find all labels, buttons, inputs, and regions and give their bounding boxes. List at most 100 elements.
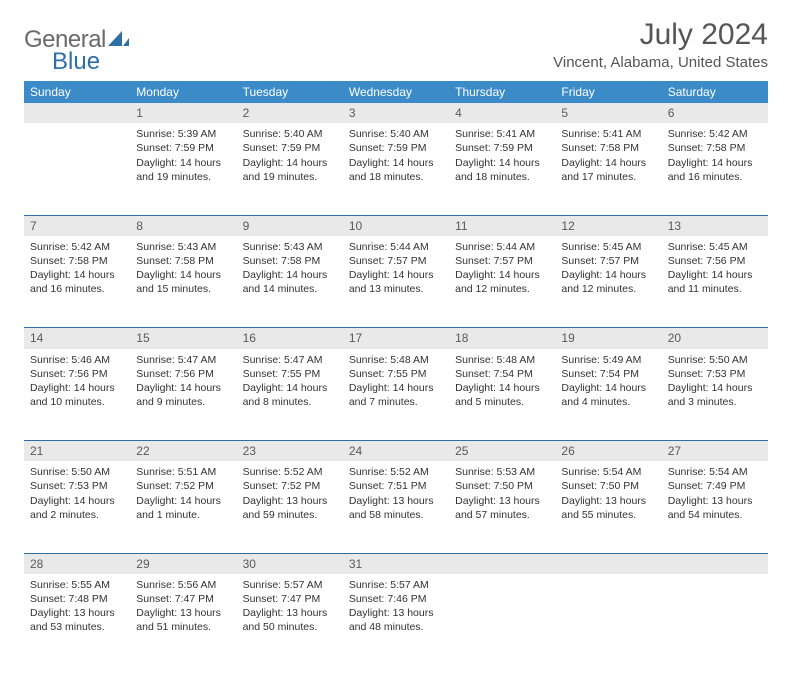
daylight-text: Daylight: 13 hours and 53 minutes.	[30, 606, 124, 634]
sunset-text: Sunset: 7:59 PM	[136, 141, 230, 155]
day-number: 6	[662, 103, 768, 123]
day-number	[24, 103, 130, 123]
sunrise-text: Sunrise: 5:43 AM	[243, 240, 337, 254]
day-cell: Sunrise: 5:48 AMSunset: 7:55 PMDaylight:…	[343, 349, 449, 441]
day-number: 15	[130, 328, 236, 349]
daylight-text: Daylight: 14 hours and 12 minutes.	[455, 268, 549, 296]
sunrise-text: Sunrise: 5:39 AM	[136, 127, 230, 141]
day-cell: Sunrise: 5:57 AMSunset: 7:46 PMDaylight:…	[343, 574, 449, 666]
calendar-table: Sunday Monday Tuesday Wednesday Thursday…	[24, 81, 768, 666]
weekday-header: Sunday	[24, 81, 130, 103]
sunset-text: Sunset: 7:55 PM	[349, 367, 443, 381]
daylight-text: Daylight: 14 hours and 16 minutes.	[668, 156, 762, 184]
sunset-text: Sunset: 7:59 PM	[243, 141, 337, 155]
day-cell: Sunrise: 5:54 AMSunset: 7:49 PMDaylight:…	[662, 461, 768, 553]
day-cell: Sunrise: 5:40 AMSunset: 7:59 PMDaylight:…	[343, 123, 449, 215]
daylight-text: Daylight: 14 hours and 16 minutes.	[30, 268, 124, 296]
day-cell: Sunrise: 5:42 AMSunset: 7:58 PMDaylight:…	[662, 123, 768, 215]
weekday-header: Monday	[130, 81, 236, 103]
day-cell	[449, 574, 555, 666]
day-number: 26	[555, 441, 661, 462]
day-number: 22	[130, 441, 236, 462]
location: Vincent, Alabama, United States	[553, 54, 768, 71]
day-number: 16	[237, 328, 343, 349]
sunrise-text: Sunrise: 5:46 AM	[30, 353, 124, 367]
day-cell: Sunrise: 5:57 AMSunset: 7:47 PMDaylight:…	[237, 574, 343, 666]
sunset-text: Sunset: 7:53 PM	[30, 479, 124, 493]
sunset-text: Sunset: 7:50 PM	[561, 479, 655, 493]
day-cell	[555, 574, 661, 666]
daylight-text: Daylight: 13 hours and 54 minutes.	[668, 494, 762, 522]
header: General General Blue July 2024 Vincent, …	[24, 18, 768, 71]
day-number: 1	[130, 103, 236, 123]
daylight-text: Daylight: 14 hours and 19 minutes.	[136, 156, 230, 184]
day-number: 3	[343, 103, 449, 123]
sunrise-text: Sunrise: 5:54 AM	[561, 465, 655, 479]
sunrise-text: Sunrise: 5:47 AM	[136, 353, 230, 367]
daylight-text: Daylight: 13 hours and 50 minutes.	[243, 606, 337, 634]
sunset-text: Sunset: 7:52 PM	[136, 479, 230, 493]
sunrise-text: Sunrise: 5:50 AM	[668, 353, 762, 367]
day-number: 12	[555, 215, 661, 236]
sunset-text: Sunset: 7:46 PM	[349, 592, 443, 606]
day-number-row: 78910111213	[24, 215, 768, 236]
sunset-text: Sunset: 7:51 PM	[349, 479, 443, 493]
daylight-text: Daylight: 14 hours and 2 minutes.	[30, 494, 124, 522]
logo-text-blue: Blue	[52, 48, 132, 76]
day-cell: Sunrise: 5:40 AMSunset: 7:59 PMDaylight:…	[237, 123, 343, 215]
day-cell: Sunrise: 5:53 AMSunset: 7:50 PMDaylight:…	[449, 461, 555, 553]
month-title: July 2024	[553, 18, 768, 52]
weekday-header-row: Sunday Monday Tuesday Wednesday Thursday…	[24, 81, 768, 103]
day-number: 9	[237, 215, 343, 236]
sunset-text: Sunset: 7:49 PM	[668, 479, 762, 493]
sunset-text: Sunset: 7:58 PM	[668, 141, 762, 155]
day-number: 20	[662, 328, 768, 349]
day-number: 4	[449, 103, 555, 123]
day-number: 19	[555, 328, 661, 349]
daylight-text: Daylight: 14 hours and 11 minutes.	[668, 268, 762, 296]
daylight-text: Daylight: 14 hours and 10 minutes.	[30, 381, 124, 409]
day-cell: Sunrise: 5:50 AMSunset: 7:53 PMDaylight:…	[662, 349, 768, 441]
day-cell: Sunrise: 5:47 AMSunset: 7:55 PMDaylight:…	[237, 349, 343, 441]
sunset-text: Sunset: 7:58 PM	[561, 141, 655, 155]
daylight-text: Daylight: 14 hours and 3 minutes.	[668, 381, 762, 409]
sunset-text: Sunset: 7:56 PM	[136, 367, 230, 381]
daylight-text: Daylight: 14 hours and 1 minute.	[136, 494, 230, 522]
day-number: 21	[24, 441, 130, 462]
sunset-text: Sunset: 7:52 PM	[243, 479, 337, 493]
daylight-text: Daylight: 13 hours and 57 minutes.	[455, 494, 549, 522]
day-number	[662, 553, 768, 574]
daylight-text: Daylight: 14 hours and 8 minutes.	[243, 381, 337, 409]
daylight-text: Daylight: 14 hours and 7 minutes.	[349, 381, 443, 409]
day-content-row: Sunrise: 5:42 AMSunset: 7:58 PMDaylight:…	[24, 236, 768, 328]
sunset-text: Sunset: 7:57 PM	[349, 254, 443, 268]
daylight-text: Daylight: 14 hours and 17 minutes.	[561, 156, 655, 184]
sunrise-text: Sunrise: 5:45 AM	[668, 240, 762, 254]
sunset-text: Sunset: 7:56 PM	[668, 254, 762, 268]
daylight-text: Daylight: 14 hours and 12 minutes.	[561, 268, 655, 296]
logo-sail-icon-2	[106, 29, 132, 52]
sunrise-text: Sunrise: 5:40 AM	[243, 127, 337, 141]
day-cell: Sunrise: 5:39 AMSunset: 7:59 PMDaylight:…	[130, 123, 236, 215]
sunrise-text: Sunrise: 5:40 AM	[349, 127, 443, 141]
sunset-text: Sunset: 7:47 PM	[136, 592, 230, 606]
day-number: 25	[449, 441, 555, 462]
sunset-text: Sunset: 7:59 PM	[349, 141, 443, 155]
day-cell: Sunrise: 5:47 AMSunset: 7:56 PMDaylight:…	[130, 349, 236, 441]
day-cell: Sunrise: 5:56 AMSunset: 7:47 PMDaylight:…	[130, 574, 236, 666]
sunrise-text: Sunrise: 5:45 AM	[561, 240, 655, 254]
weekday-header: Tuesday	[237, 81, 343, 103]
sunrise-text: Sunrise: 5:42 AM	[30, 240, 124, 254]
day-cell: Sunrise: 5:41 AMSunset: 7:58 PMDaylight:…	[555, 123, 661, 215]
daylight-text: Daylight: 14 hours and 4 minutes.	[561, 381, 655, 409]
day-cell: Sunrise: 5:52 AMSunset: 7:52 PMDaylight:…	[237, 461, 343, 553]
day-cell: Sunrise: 5:43 AMSunset: 7:58 PMDaylight:…	[237, 236, 343, 328]
day-number-row: 21222324252627	[24, 441, 768, 462]
day-cell	[24, 123, 130, 215]
daylight-text: Daylight: 14 hours and 13 minutes.	[349, 268, 443, 296]
day-cell: Sunrise: 5:48 AMSunset: 7:54 PMDaylight:…	[449, 349, 555, 441]
day-number-row: 14151617181920	[24, 328, 768, 349]
sunrise-text: Sunrise: 5:41 AM	[561, 127, 655, 141]
sunrise-text: Sunrise: 5:50 AM	[30, 465, 124, 479]
sunrise-text: Sunrise: 5:47 AM	[243, 353, 337, 367]
